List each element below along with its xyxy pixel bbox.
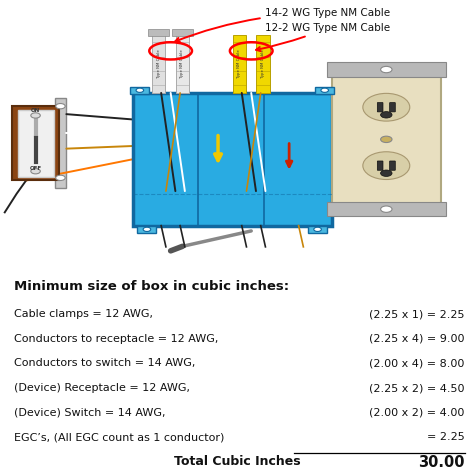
Bar <box>256 35 270 93</box>
Text: Conductors to receptacle = 12 AWG,: Conductors to receptacle = 12 AWG, <box>14 334 219 344</box>
Text: Type NM Cable: Type NM Cable <box>157 49 161 78</box>
Circle shape <box>321 88 328 92</box>
Ellipse shape <box>363 93 410 121</box>
Circle shape <box>136 88 144 92</box>
Text: Minimum size of box in cubic inches:: Minimum size of box in cubic inches: <box>14 280 289 293</box>
Text: (2.25 x 2) = 4.50: (2.25 x 2) = 4.50 <box>369 383 465 393</box>
FancyBboxPatch shape <box>390 102 395 112</box>
Text: 30.00: 30.00 <box>418 455 465 470</box>
Bar <box>327 63 446 77</box>
Circle shape <box>381 136 392 143</box>
FancyBboxPatch shape <box>18 110 54 176</box>
Text: = 2.25: = 2.25 <box>427 432 465 442</box>
Text: Total Cubic Inches: Total Cubic Inches <box>173 455 301 468</box>
Text: (2.00 x 2) = 4.00: (2.00 x 2) = 4.00 <box>369 408 465 418</box>
Text: 12-2 WG Type NM Cable: 12-2 WG Type NM Cable <box>256 23 391 51</box>
Circle shape <box>381 66 392 73</box>
Text: (Device) Receptacle = 12 AWG,: (Device) Receptacle = 12 AWG, <box>14 383 190 393</box>
Circle shape <box>143 227 151 231</box>
Text: EGC’s, (All EGC count as 1 conductor): EGC’s, (All EGC count as 1 conductor) <box>14 432 225 442</box>
Text: Type NM Cable: Type NM Cable <box>237 49 241 78</box>
Bar <box>327 202 446 216</box>
Text: Conductors to switch = 14 AWG,: Conductors to switch = 14 AWG, <box>14 358 196 368</box>
Circle shape <box>31 113 40 118</box>
FancyBboxPatch shape <box>308 226 327 233</box>
Bar <box>233 35 246 93</box>
Text: Type NM Cable: Type NM Cable <box>181 49 184 78</box>
Text: (Device) Switch = 14 AWG,: (Device) Switch = 14 AWG, <box>14 408 166 418</box>
Circle shape <box>381 111 392 118</box>
Text: (2.00 x 4) = 8.00: (2.00 x 4) = 8.00 <box>369 358 465 368</box>
Text: (2.25 x 1) = 2.25: (2.25 x 1) = 2.25 <box>369 309 465 319</box>
FancyBboxPatch shape <box>377 102 383 112</box>
FancyBboxPatch shape <box>315 87 334 94</box>
Text: ON: ON <box>31 108 40 113</box>
Text: Cable clamps = 12 AWG,: Cable clamps = 12 AWG, <box>14 309 153 319</box>
FancyBboxPatch shape <box>137 226 156 233</box>
Bar <box>152 35 165 93</box>
Bar <box>172 29 193 36</box>
Ellipse shape <box>363 152 410 180</box>
Circle shape <box>31 169 40 174</box>
FancyBboxPatch shape <box>12 106 59 181</box>
Circle shape <box>381 206 392 212</box>
Circle shape <box>56 103 65 109</box>
Circle shape <box>314 227 321 231</box>
FancyBboxPatch shape <box>390 161 395 170</box>
Text: OFF: OFF <box>29 166 42 171</box>
Circle shape <box>381 170 392 176</box>
FancyBboxPatch shape <box>377 161 383 170</box>
FancyBboxPatch shape <box>130 87 149 94</box>
Circle shape <box>56 175 65 181</box>
Text: Type NM Cable: Type NM Cable <box>261 49 265 78</box>
FancyBboxPatch shape <box>332 66 441 212</box>
Bar <box>176 35 189 93</box>
Text: (2.25 x 4) = 9.00: (2.25 x 4) = 9.00 <box>369 334 465 344</box>
Bar <box>148 29 169 36</box>
FancyBboxPatch shape <box>133 93 332 226</box>
Bar <box>55 98 66 189</box>
Text: 14-2 WG Type NM Cable: 14-2 WG Type NM Cable <box>175 8 391 42</box>
